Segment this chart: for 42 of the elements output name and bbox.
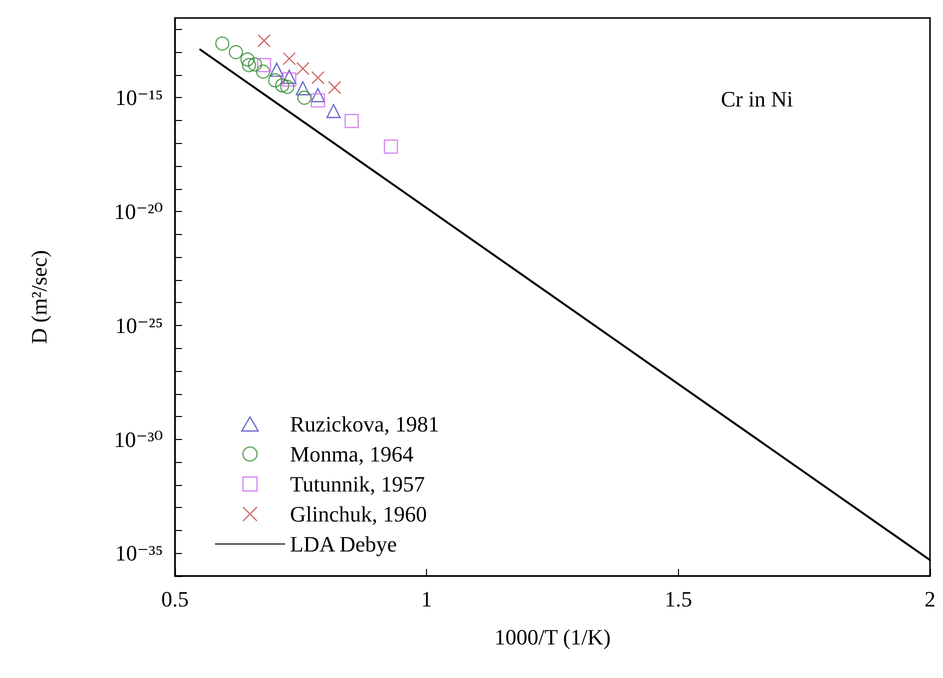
point — [282, 72, 296, 87]
point — [242, 58, 256, 72]
x-tick-label: 2 — [924, 586, 936, 612]
point — [215, 36, 230, 51]
point — [275, 78, 290, 92]
point — [326, 104, 341, 118]
legend-label: Tutunnik, 1957 — [290, 472, 425, 496]
x-tick-label: 1 — [421, 586, 432, 612]
legend-label: LDA Debye — [290, 532, 397, 556]
point — [282, 70, 296, 84]
point — [240, 52, 255, 67]
legend-label: Glinchuk, 1960 — [290, 502, 427, 526]
point — [228, 45, 244, 60]
point — [256, 58, 272, 72]
y-tick-label: 10⁻³⁰ — [114, 426, 164, 452]
point — [310, 93, 326, 108]
point — [344, 114, 359, 128]
point — [280, 80, 294, 94]
y-tick-label: 10⁻¹⁵ — [115, 85, 163, 110]
legend-label: Ruzickova, 1981 — [290, 412, 440, 436]
x-axis-title: 1000/T (1/K) — [494, 624, 611, 650]
point — [270, 62, 284, 77]
point — [328, 80, 342, 94]
annotation: Cr in Ni — [720, 86, 794, 112]
point — [248, 57, 262, 72]
point — [311, 71, 325, 84]
point — [296, 62, 310, 76]
point — [268, 73, 282, 88]
legend-label: Monma, 1964 — [290, 442, 414, 466]
point — [256, 64, 270, 79]
x-tick-label: 0.5 — [161, 586, 189, 612]
y-axis-title: D (m²/sec) — [26, 250, 52, 344]
x-tick-label: 1.5 — [664, 586, 692, 612]
y-tick-label: 10⁻²⁵ — [115, 312, 163, 338]
point — [296, 81, 310, 96]
point — [310, 88, 326, 102]
y-tick-label: 10⁻³⁵ — [115, 540, 163, 566]
y-tick-label: 10⁻²⁰ — [114, 199, 164, 224]
point — [297, 90, 312, 105]
point — [257, 34, 271, 48]
point — [384, 140, 398, 154]
point — [282, 52, 296, 66]
